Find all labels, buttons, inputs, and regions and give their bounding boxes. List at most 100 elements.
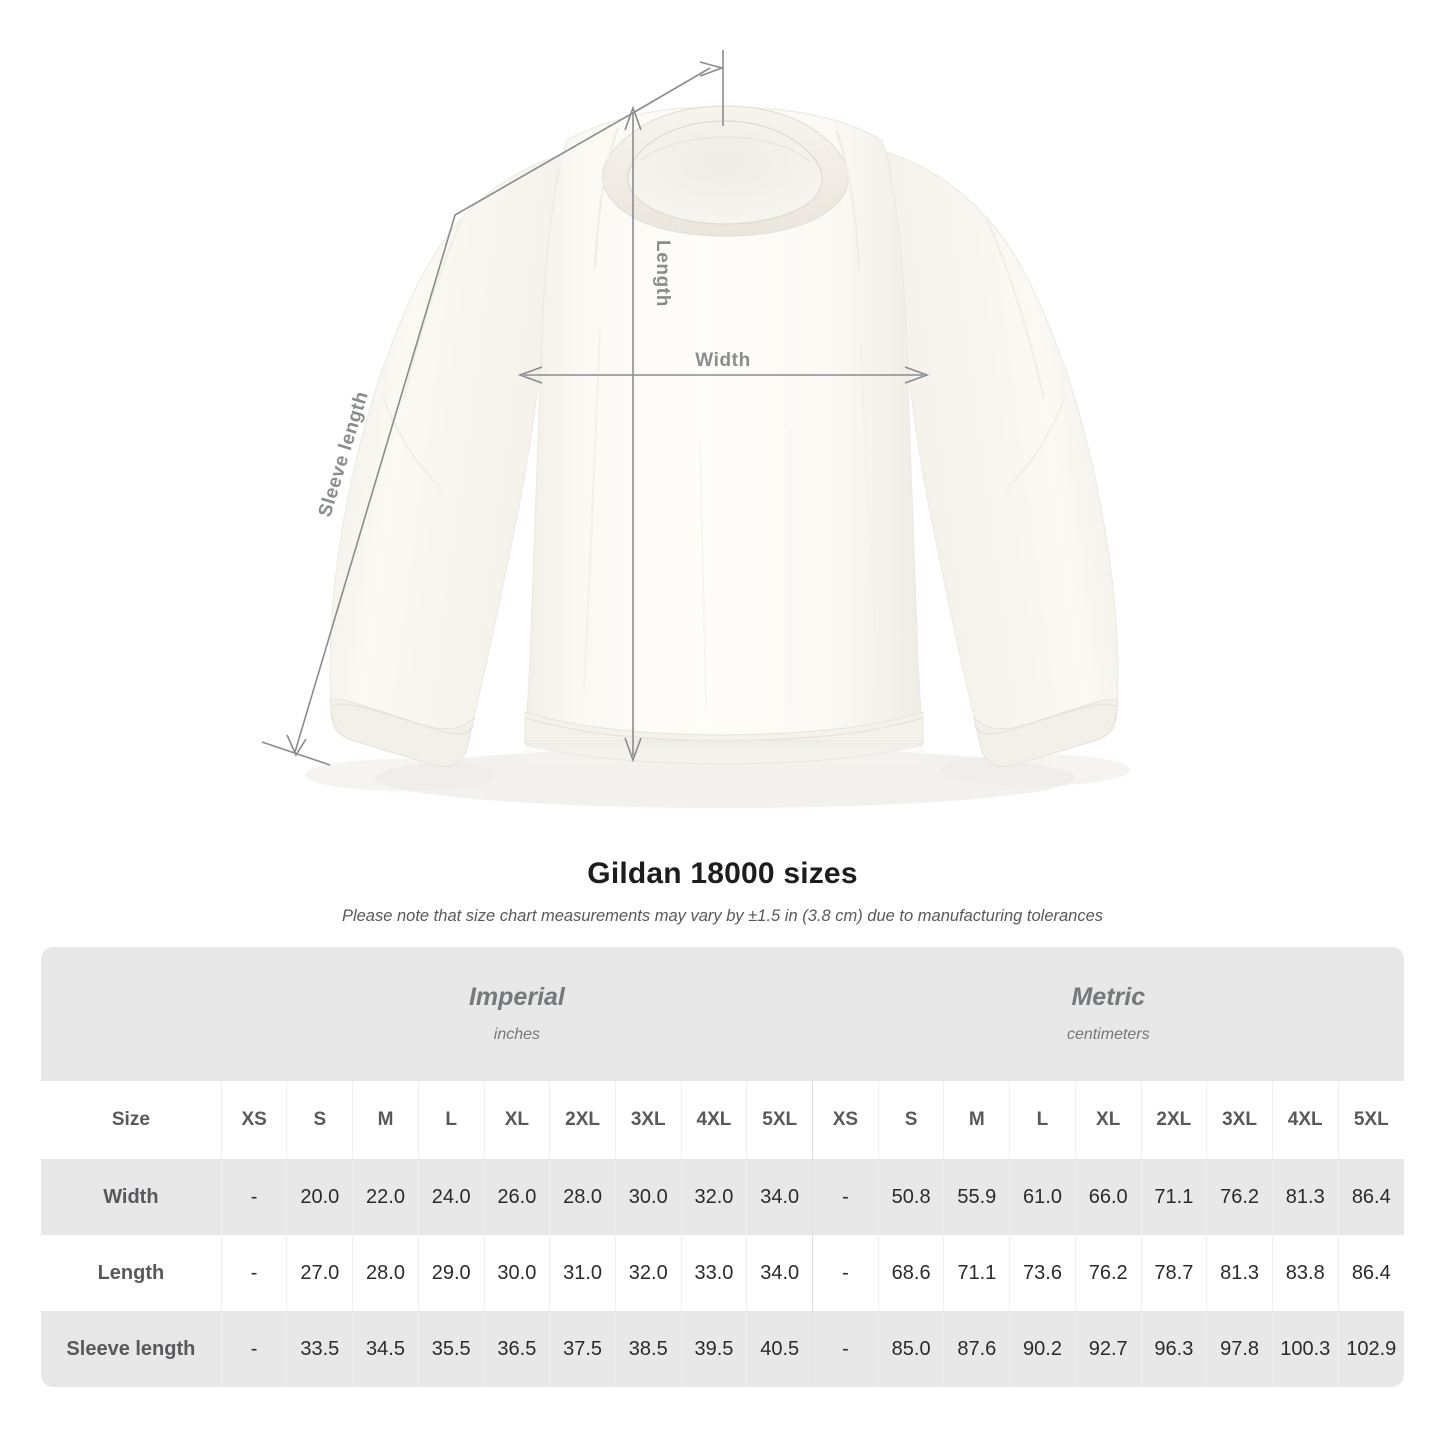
cell-metric-s: 50.8 bbox=[877, 1159, 944, 1235]
unit-system-name: Imperial bbox=[468, 983, 565, 1012]
table-row: Length -27.0 28.0 29.0 30.0 31.0 32.0 33.0 34.0-… bbox=[41, 1235, 1404, 1311]
column-header-imperial-xl: XL bbox=[483, 1081, 550, 1159]
title-block: Gildan 18000 sizes Please note that size… bbox=[0, 840, 1445, 927]
cell-imperial-5xl: 34.0 bbox=[746, 1159, 813, 1235]
width-arrowhead-left bbox=[517, 366, 543, 384]
cell-metric-3xl: 81.3 bbox=[1206, 1235, 1273, 1311]
neck-hole bbox=[627, 120, 823, 225]
cell-imperial-m: 34.5 bbox=[352, 1311, 419, 1387]
cell-metric-xl: 92.7 bbox=[1074, 1311, 1142, 1387]
cell-metric-xs: - bbox=[812, 1311, 879, 1387]
left-cuff bbox=[329, 698, 475, 767]
size-chart-table-wrap: Imperial inches Metric centimeters Size XS S M L… bbox=[41, 947, 1404, 1387]
sleeve-length-bottom-arrowhead bbox=[286, 734, 307, 757]
row-label-sleeve-length: Sleeve length bbox=[41, 1311, 222, 1387]
cell-imperial-xs: - bbox=[220, 1159, 287, 1235]
cell-metric-xs: - bbox=[812, 1159, 879, 1235]
cell-metric-xl: 66.0 bbox=[1074, 1159, 1142, 1235]
tolerance-note: Please note that size chart measurements… bbox=[341, 907, 1104, 925]
cell-metric-s: 85.0 bbox=[877, 1311, 944, 1387]
row-label-width: Width bbox=[41, 1159, 222, 1235]
right-shoulder-seam bbox=[835, 129, 860, 271]
table-header-row: Size XS S M L XL 2XL 3XL 4XL 5XL XS S M L XL 2XL 3XL 4XL 5… bbox=[41, 1081, 1404, 1159]
cell-imperial-2xl: 31.0 bbox=[549, 1235, 616, 1311]
column-header-metric-5xl: 5XL bbox=[1337, 1081, 1404, 1159]
length-label: Length bbox=[652, 240, 673, 307]
column-header-imperial-m: M bbox=[352, 1081, 419, 1159]
column-header-imperial-s: S bbox=[286, 1081, 353, 1159]
unit-system-name: Metric bbox=[1071, 983, 1146, 1012]
cell-metric-m: 71.1 bbox=[943, 1235, 1010, 1311]
column-header-imperial-l: L bbox=[417, 1081, 485, 1159]
cell-imperial-xs: - bbox=[220, 1311, 287, 1387]
unit-system-metric: Metric centimeters bbox=[812, 947, 1404, 1081]
cell-metric-m: 87.6 bbox=[943, 1311, 1010, 1387]
cell-imperial-5xl: 40.5 bbox=[746, 1311, 813, 1387]
cell-imperial-4xl: 39.5 bbox=[680, 1311, 747, 1387]
cell-imperial-xl: 30.0 bbox=[483, 1235, 550, 1311]
cell-metric-xl: 76.2 bbox=[1074, 1235, 1142, 1311]
length-arrowhead-bottom bbox=[624, 737, 642, 763]
cell-imperial-m: 28.0 bbox=[352, 1235, 419, 1311]
cell-imperial-l: 29.0 bbox=[417, 1235, 485, 1311]
column-header-imperial-4xl: 4XL bbox=[680, 1081, 747, 1159]
cell-metric-4xl: 100.3 bbox=[1271, 1311, 1339, 1387]
column-header-metric-xs: XS bbox=[812, 1081, 879, 1159]
cell-imperial-3xl: 32.0 bbox=[614, 1235, 682, 1311]
cell-imperial-s: 33.5 bbox=[286, 1311, 353, 1387]
column-header-metric-xl: XL bbox=[1074, 1081, 1142, 1159]
table-row: Width -20.0 22.0 24.0 26.0 28.0 30.0 32.0 34.0-5… bbox=[41, 1159, 1404, 1235]
cell-metric-5xl: 102.9 bbox=[1337, 1311, 1404, 1387]
left-sleeve bbox=[329, 154, 561, 767]
cell-imperial-l: 35.5 bbox=[417, 1311, 485, 1387]
cell-metric-s: 68.6 bbox=[877, 1235, 944, 1311]
column-header-metric-2xl: 2XL bbox=[1140, 1081, 1207, 1159]
left-shoulder-seam bbox=[594, 127, 619, 269]
cell-metric-4xl: 81.3 bbox=[1271, 1159, 1339, 1235]
page-title: Gildan 18000 sizes bbox=[587, 857, 858, 890]
cell-imperial-3xl: 30.0 bbox=[614, 1159, 682, 1235]
cell-metric-3xl: 97.8 bbox=[1206, 1311, 1273, 1387]
column-header-imperial-xs: XS bbox=[220, 1081, 287, 1159]
column-header-imperial-5xl: 5XL bbox=[746, 1081, 813, 1159]
cell-metric-l: 73.6 bbox=[1009, 1235, 1076, 1311]
cell-imperial-xs: - bbox=[220, 1235, 287, 1311]
length-arrowhead-top bbox=[624, 105, 642, 131]
measurement-annotations bbox=[261, 50, 930, 766]
cell-imperial-2xl: 37.5 bbox=[549, 1311, 616, 1387]
garment-diagram: Length Width Sleeve length bbox=[261, 50, 1130, 808]
width-arrowhead-right bbox=[904, 366, 930, 384]
cell-metric-l: 61.0 bbox=[1009, 1159, 1076, 1235]
unit-row-spacer bbox=[41, 947, 222, 1081]
width-label: Width bbox=[695, 350, 751, 371]
cell-imperial-4xl: 32.0 bbox=[680, 1159, 747, 1235]
right-cuff bbox=[973, 698, 1119, 767]
column-header-imperial-2xl: 2XL bbox=[549, 1081, 616, 1159]
column-header-metric-4xl: 4XL bbox=[1271, 1081, 1339, 1159]
cell-imperial-4xl: 33.0 bbox=[680, 1235, 747, 1311]
cell-metric-2xl: 96.3 bbox=[1140, 1311, 1207, 1387]
cell-metric-2xl: 71.1 bbox=[1140, 1159, 1207, 1235]
unit-system-subtitle: centimeters bbox=[1066, 1025, 1150, 1043]
unit-system-subtitle: inches bbox=[493, 1025, 541, 1043]
unit-system-row: Imperial inches Metric centimeters bbox=[41, 947, 1404, 1081]
cell-imperial-xl: 36.5 bbox=[483, 1311, 550, 1387]
column-header-metric-l: L bbox=[1009, 1081, 1076, 1159]
cell-metric-xs: - bbox=[812, 1235, 879, 1311]
column-header-metric-m: M bbox=[943, 1081, 1010, 1159]
cell-imperial-s: 20.0 bbox=[286, 1159, 353, 1235]
cell-metric-m: 55.9 bbox=[943, 1159, 1010, 1235]
column-header-size: Size bbox=[41, 1081, 222, 1159]
cell-metric-2xl: 78.7 bbox=[1140, 1235, 1207, 1311]
cell-imperial-xl: 26.0 bbox=[483, 1159, 550, 1235]
cell-imperial-3xl: 38.5 bbox=[614, 1311, 682, 1387]
sleeve-length-arrowhead bbox=[699, 61, 725, 77]
column-header-imperial-3xl: 3XL bbox=[614, 1081, 682, 1159]
cell-metric-5xl: 86.4 bbox=[1337, 1235, 1404, 1311]
cell-imperial-2xl: 28.0 bbox=[549, 1159, 616, 1235]
size-chart-table: Imperial inches Metric centimeters Size XS S M L… bbox=[41, 947, 1404, 1387]
sleeve-length-line bbox=[294, 67, 711, 753]
table-row: Sleeve length -33.5 34.5 35.5 36.5 37.5 38.5 39… bbox=[41, 1311, 1404, 1387]
cell-metric-l: 90.2 bbox=[1009, 1311, 1076, 1387]
unit-system-imperial: Imperial inches bbox=[221, 947, 813, 1081]
